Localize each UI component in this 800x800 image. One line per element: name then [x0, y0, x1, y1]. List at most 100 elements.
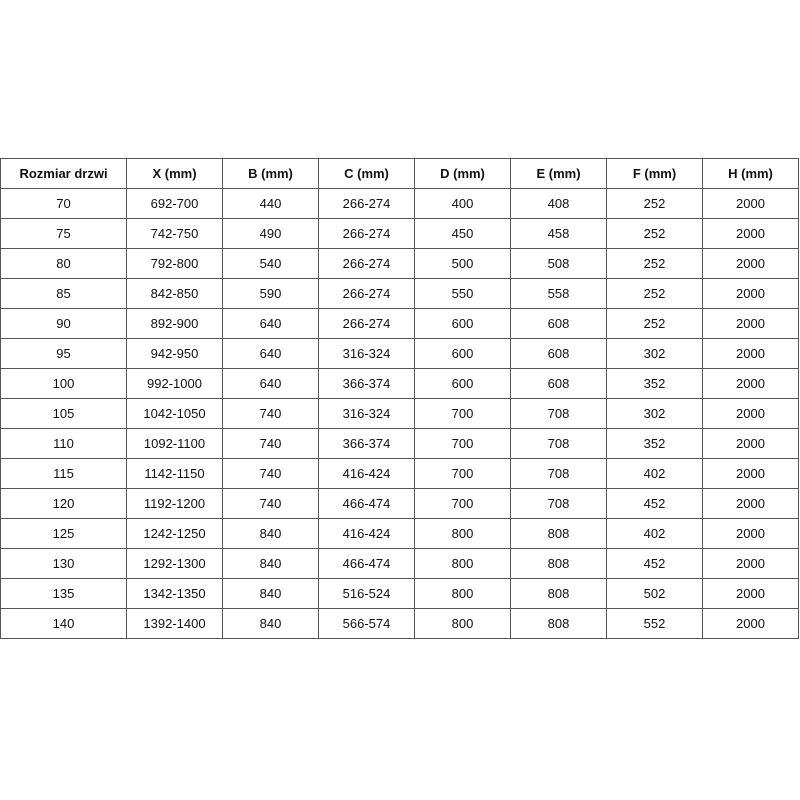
table-cell: 516-524	[318, 578, 415, 609]
table-cell: 90	[0, 308, 127, 339]
table-cell: 2000	[702, 368, 799, 399]
table-cell: 452	[606, 488, 703, 519]
table-cell: 2000	[702, 218, 799, 249]
table-cell: 130	[0, 548, 127, 579]
table-row: 140 1392-1400 840 566-574 800 808 552 2000	[0, 608, 799, 639]
table-cell: 125	[0, 518, 127, 549]
table-cell: 1092-1100	[126, 428, 223, 459]
table-cell: 1242-1250	[126, 518, 223, 549]
table-cell: 452	[606, 548, 703, 579]
table-cell: 75	[0, 218, 127, 249]
table-row: 70 692-700 440 266-274 400 408 252 2000	[0, 188, 799, 219]
table-cell: 252	[606, 248, 703, 279]
header-cell: Rozmiar drzwi	[0, 158, 127, 189]
table-cell: 2000	[702, 578, 799, 609]
table-cell: 252	[606, 308, 703, 339]
table-cell: 1142-1150	[126, 458, 223, 489]
table-row: 105 1042-1050 740 316-324 700 708 302 2000	[0, 398, 799, 429]
table-cell: 700	[414, 428, 511, 459]
table-cell: 1342-1350	[126, 578, 223, 609]
table-cell: 740	[222, 398, 319, 429]
table-cell: 808	[510, 548, 607, 579]
table-cell: 942-950	[126, 338, 223, 369]
table-cell: 352	[606, 368, 703, 399]
table-cell: 840	[222, 608, 319, 639]
table-cell: 266-274	[318, 278, 415, 309]
table-cell: 252	[606, 218, 703, 249]
table-cell: 552	[606, 608, 703, 639]
table-cell: 742-750	[126, 218, 223, 249]
table-cell: 500	[414, 248, 511, 279]
table-cell: 2000	[702, 248, 799, 279]
table-cell: 708	[510, 398, 607, 429]
table-row: 85 842-850 590 266-274 550 558 252 2000	[0, 278, 799, 309]
table-row: 100 992-1000 640 366-374 600 608 352 2000	[0, 368, 799, 399]
table-cell: 608	[510, 338, 607, 369]
table-cell: 466-474	[318, 488, 415, 519]
table-cell: 266-274	[318, 248, 415, 279]
table-cell: 135	[0, 578, 127, 609]
table-row: 125 1242-1250 840 416-424 800 808 402 2000	[0, 518, 799, 549]
table-cell: 800	[414, 578, 511, 609]
table-cell: 2000	[702, 428, 799, 459]
table-cell: 840	[222, 518, 319, 549]
table-cell: 490	[222, 218, 319, 249]
table-cell: 708	[510, 458, 607, 489]
table-cell: 2000	[702, 488, 799, 519]
header-cell: H (mm)	[702, 158, 799, 189]
table-cell: 508	[510, 248, 607, 279]
table-cell: 1192-1200	[126, 488, 223, 519]
table-cell: 550	[414, 278, 511, 309]
table-cell: 2000	[702, 518, 799, 549]
table-cell: 808	[510, 578, 607, 609]
table-cell: 1292-1300	[126, 548, 223, 579]
table-cell: 1042-1050	[126, 398, 223, 429]
table-row: 110 1092-1100 740 366-374 700 708 352 2000	[0, 428, 799, 459]
table-cell: 408	[510, 188, 607, 219]
dimension-table: Rozmiar drzwi X (mm) B (mm) C (mm) D (mm) E (…	[0, 158, 799, 639]
header-cell: C (mm)	[318, 158, 415, 189]
table-row: 80 792-800 540 266-274 500 508 252 2000	[0, 248, 799, 279]
table-cell: 590	[222, 278, 319, 309]
table-cell: 792-800	[126, 248, 223, 279]
table-cell: 252	[606, 188, 703, 219]
table-cell: 316-324	[318, 338, 415, 369]
table-cell: 416-424	[318, 458, 415, 489]
table-cell: 808	[510, 518, 607, 549]
table-cell: 558	[510, 278, 607, 309]
table-cell: 842-850	[126, 278, 223, 309]
table-cell: 640	[222, 368, 319, 399]
table-cell: 70	[0, 188, 127, 219]
table-cell: 450	[414, 218, 511, 249]
table-cell: 352	[606, 428, 703, 459]
table-cell: 640	[222, 338, 319, 369]
header-row: Rozmiar drzwi X (mm) B (mm) C (mm) D (mm) E (…	[0, 158, 799, 189]
table-body: 70 692-700 440 266-274 400 408 252 2000 75 742-75…	[0, 188, 799, 639]
table-cell: 80	[0, 248, 127, 279]
table-cell: 115	[0, 458, 127, 489]
table-cell: 992-1000	[126, 368, 223, 399]
table-cell: 402	[606, 518, 703, 549]
table-cell: 400	[414, 188, 511, 219]
table-row: 75 742-750 490 266-274 450 458 252 2000	[0, 218, 799, 249]
table-cell: 502	[606, 578, 703, 609]
header-cell: E (mm)	[510, 158, 607, 189]
table-cell: 840	[222, 578, 319, 609]
header-cell: X (mm)	[126, 158, 223, 189]
table-row: 95 942-950 640 316-324 600 608 302 2000	[0, 338, 799, 369]
header-cell: D (mm)	[414, 158, 511, 189]
table-cell: 600	[414, 308, 511, 339]
table-cell: 2000	[702, 608, 799, 639]
table-cell: 608	[510, 308, 607, 339]
table-cell: 566-574	[318, 608, 415, 639]
table-cell: 600	[414, 338, 511, 369]
table-cell: 85	[0, 278, 127, 309]
header-cell: B (mm)	[222, 158, 319, 189]
table-cell: 266-274	[318, 218, 415, 249]
table-cell: 416-424	[318, 518, 415, 549]
table-row: 135 1342-1350 840 516-524 800 808 502 2000	[0, 578, 799, 609]
table-container: Rozmiar drzwi X (mm) B (mm) C (mm) D (mm) E (…	[0, 158, 800, 639]
table-cell: 708	[510, 428, 607, 459]
table-row: 90 892-900 640 266-274 600 608 252 2000	[0, 308, 799, 339]
